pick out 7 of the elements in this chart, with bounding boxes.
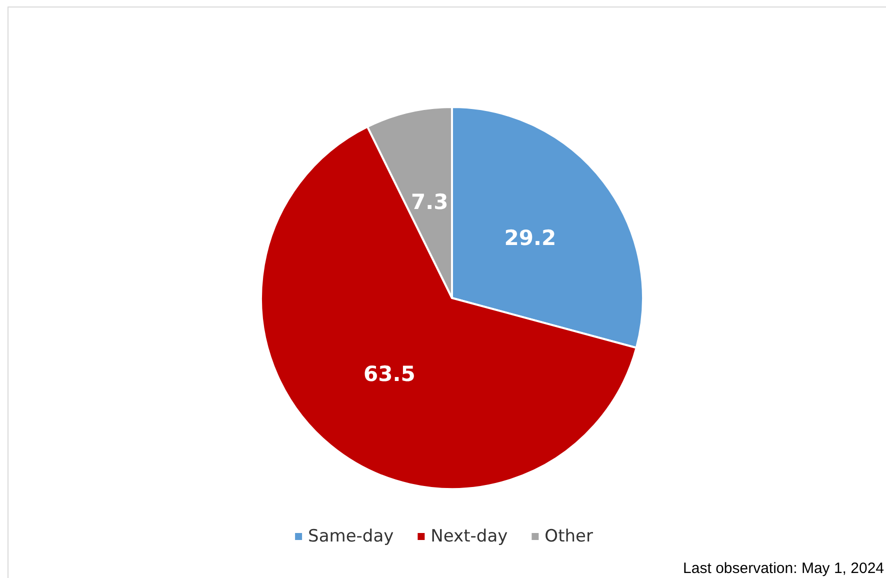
legend-label: Same-day (308, 526, 394, 546)
legend-label: Other (544, 526, 593, 546)
data-label: 29.2 (504, 226, 556, 250)
text: Last observation: May 1, 2024 (683, 560, 884, 577)
data-label: 7.3 (411, 190, 448, 214)
data-label: 63.5 (364, 362, 416, 386)
legend-label: Next-day (430, 526, 508, 546)
